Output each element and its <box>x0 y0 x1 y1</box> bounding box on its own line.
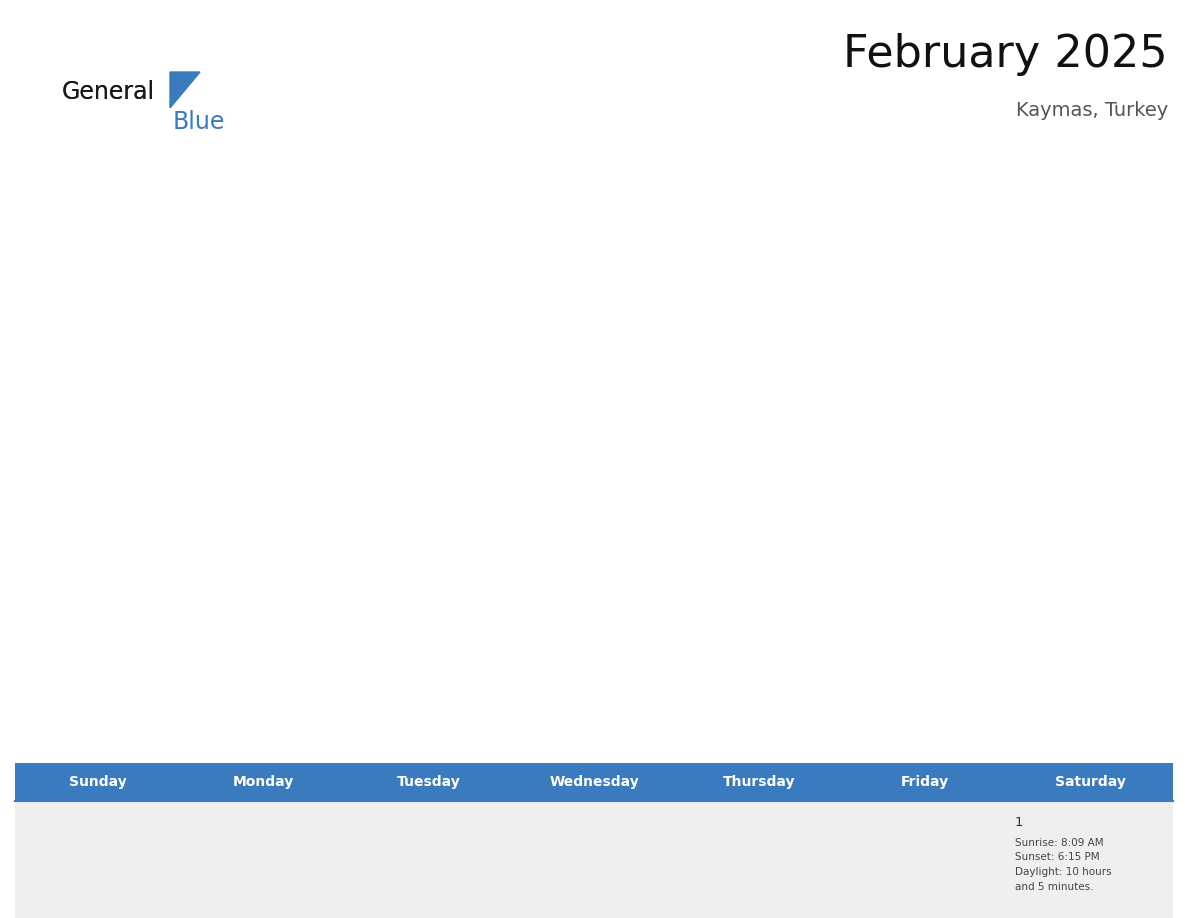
Text: Blue: Blue <box>173 110 226 134</box>
Bar <box>15 801 181 918</box>
Text: General: General <box>62 80 156 104</box>
Bar <box>842 801 1007 918</box>
Text: Daylight: 10 hours: Daylight: 10 hours <box>1015 867 1111 877</box>
Polygon shape <box>170 72 200 108</box>
Text: Monday: Monday <box>233 775 293 789</box>
Bar <box>1007 801 1173 918</box>
Bar <box>15 763 1173 801</box>
Text: Sunday: Sunday <box>69 775 127 789</box>
Text: Saturday: Saturday <box>1055 775 1126 789</box>
Text: General: General <box>62 80 156 104</box>
Text: 1: 1 <box>1015 815 1023 829</box>
Bar <box>511 801 677 918</box>
Bar <box>677 801 842 918</box>
Text: Kaymas, Turkey: Kaymas, Turkey <box>1016 100 1168 119</box>
Text: Wednesday: Wednesday <box>549 775 639 789</box>
Text: Sunrise: 8:09 AM: Sunrise: 8:09 AM <box>1015 838 1104 848</box>
Bar <box>346 801 511 918</box>
Text: and 5 minutes.: and 5 minutes. <box>1015 881 1093 891</box>
Text: Friday: Friday <box>901 775 949 789</box>
Text: Tuesday: Tuesday <box>397 775 461 789</box>
Bar <box>181 801 346 918</box>
Text: Thursday: Thursday <box>723 775 796 789</box>
Text: Sunset: 6:15 PM: Sunset: 6:15 PM <box>1015 853 1099 863</box>
Text: February 2025: February 2025 <box>843 33 1168 76</box>
